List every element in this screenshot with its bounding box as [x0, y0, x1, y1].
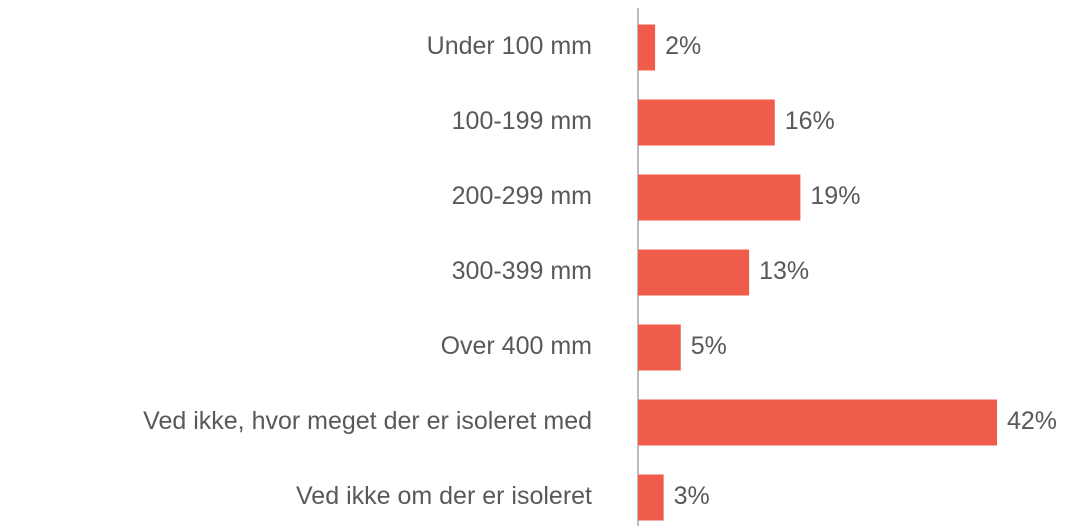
bar	[638, 474, 664, 521]
bar	[638, 174, 801, 221]
data-label: 13%	[759, 257, 809, 285]
data-label: 42%	[1007, 407, 1057, 435]
data-label: 19%	[810, 182, 860, 210]
category-label: Under 100 mm	[427, 32, 592, 60]
category-label: 300-399 mm	[452, 257, 592, 285]
category-label: 200-299 mm	[452, 182, 592, 210]
data-label: 5%	[691, 332, 727, 360]
bar	[638, 324, 681, 371]
bar	[638, 24, 656, 71]
data-label: 16%	[785, 107, 835, 135]
data-label: 3%	[674, 482, 710, 510]
bar	[638, 249, 750, 296]
category-label: Over 400 mm	[441, 332, 592, 360]
bar	[638, 399, 997, 446]
data-label: 2%	[665, 32, 701, 60]
category-label: Ved ikke, hvor meget der er isoleret med	[143, 407, 592, 435]
category-label: Ved ikke om der er isoleret	[296, 482, 592, 510]
bar	[638, 99, 775, 146]
category-label: 100-199 mm	[452, 107, 592, 135]
